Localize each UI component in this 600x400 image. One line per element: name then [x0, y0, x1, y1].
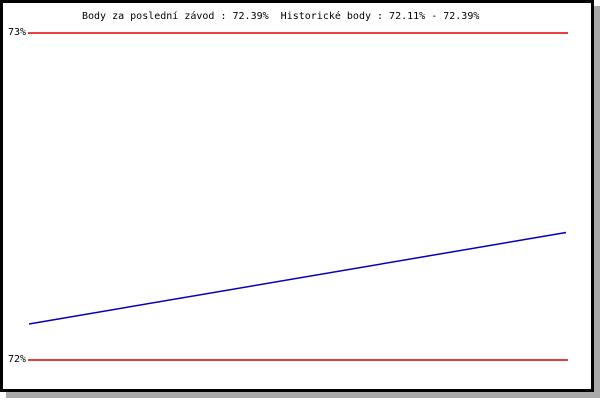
chart-canvas [28, 32, 568, 361]
chart-title: Body za poslední závod : 72.39% Historic… [82, 11, 480, 22]
chart-frame: Body za poslední závod : 72.39% Historic… [0, 0, 594, 392]
y-axis-tick-label-72: 72% [8, 354, 27, 365]
series-line-body [28, 231, 567, 325]
y-axis-tick-label-73: 73% [8, 27, 27, 38]
